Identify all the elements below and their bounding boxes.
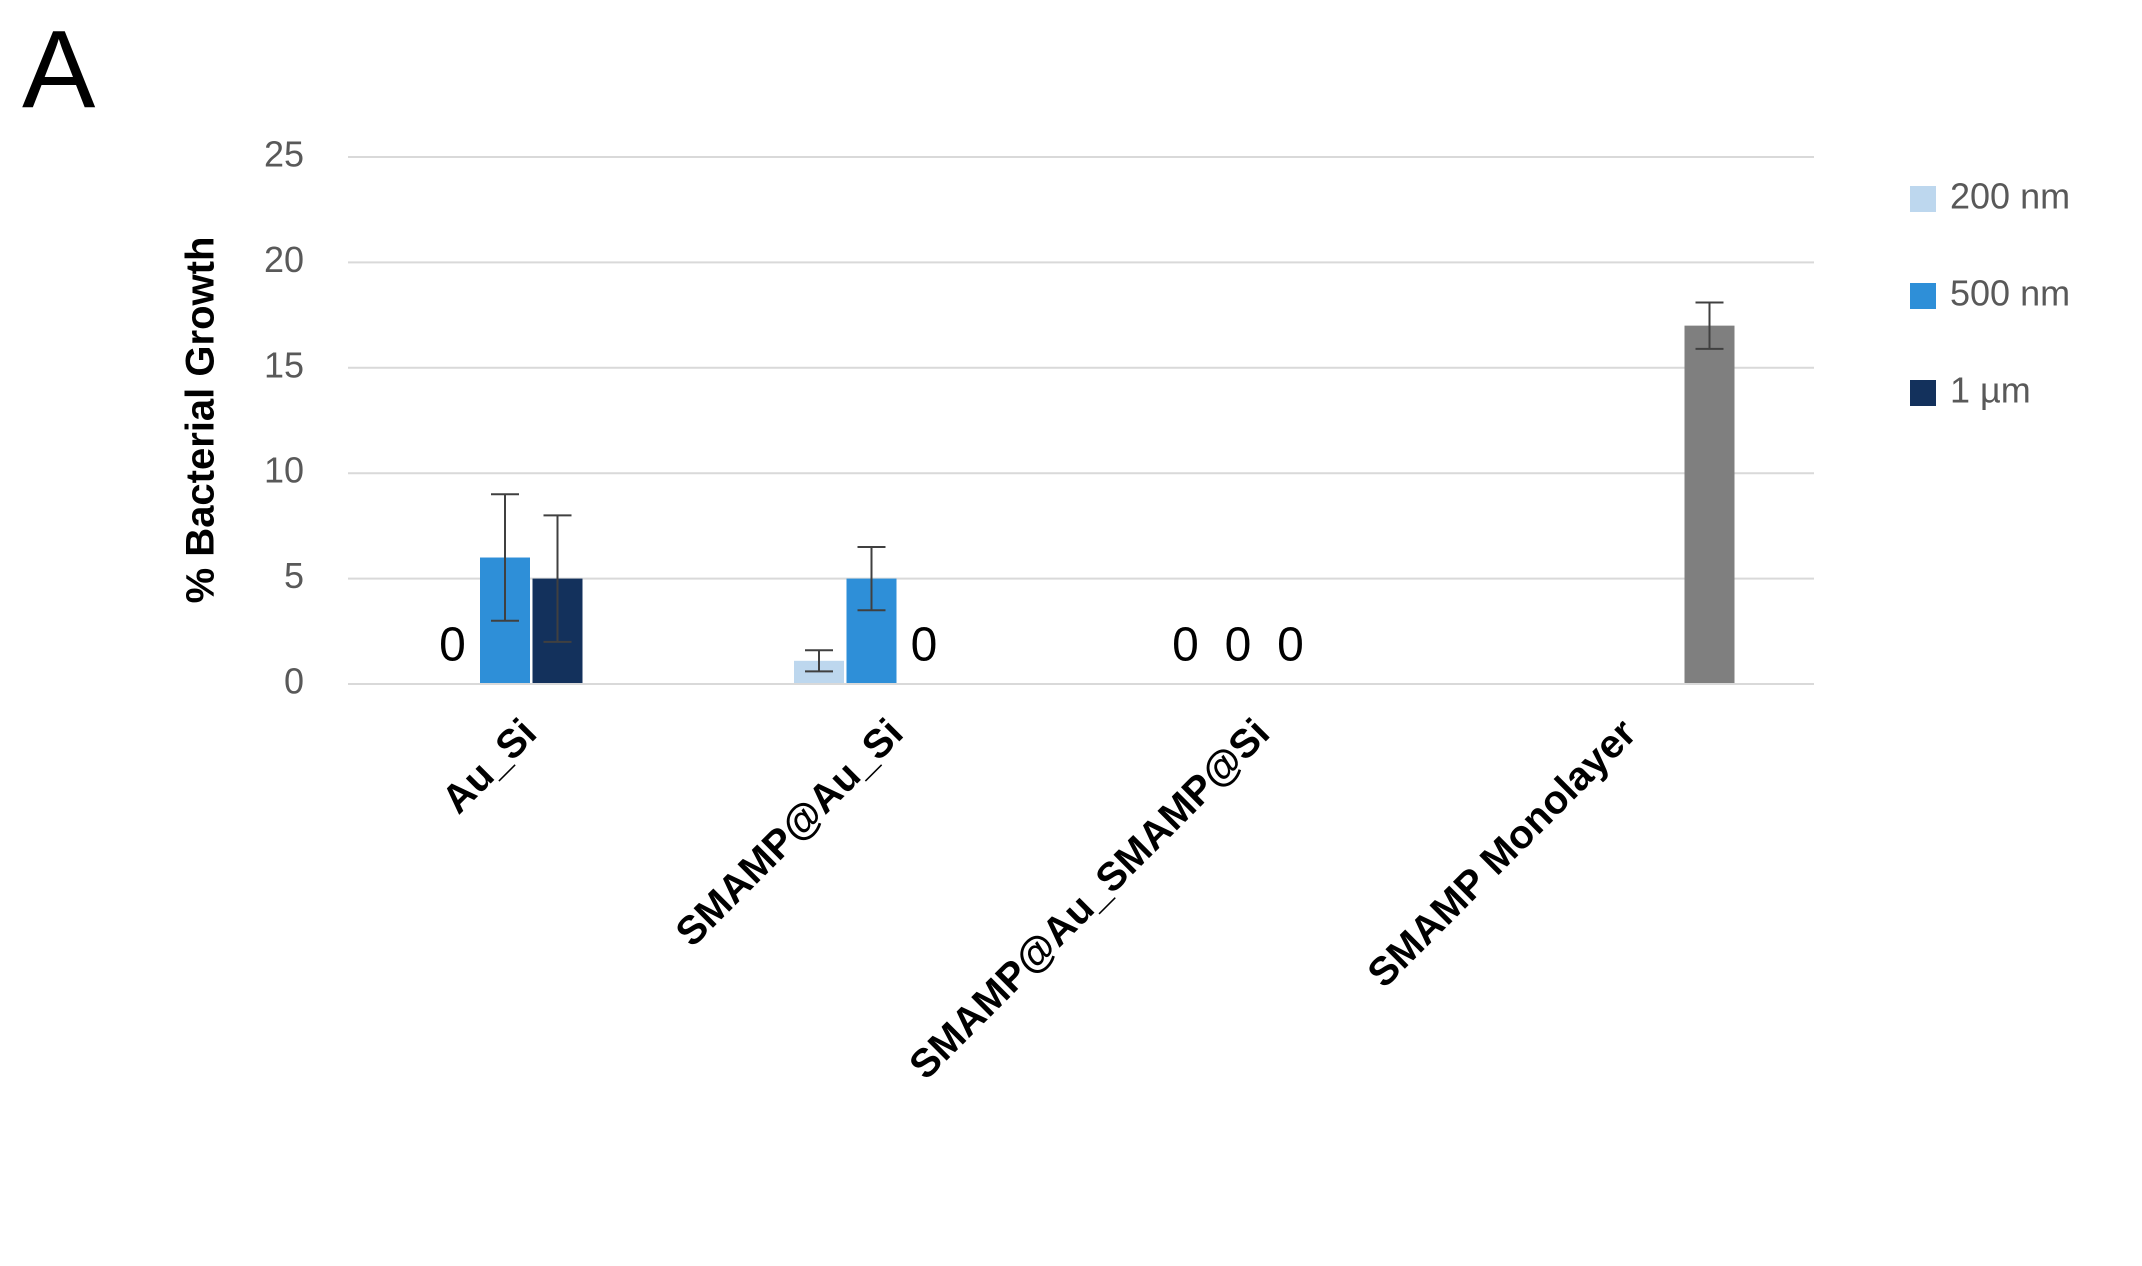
error-bar <box>543 514 572 643</box>
x-tick-label: Au_Si <box>434 711 545 822</box>
panel-label: A <box>22 8 96 131</box>
legend-swatch <box>1910 283 1936 309</box>
y-tick-label: 20 <box>264 239 304 280</box>
legend-label: 500 nm <box>1950 273 2070 314</box>
y-tick-label: 15 <box>264 344 304 385</box>
data-label: 0 <box>1277 619 1304 672</box>
y-tick-label: 5 <box>284 555 304 596</box>
y-axis-title: % Bacterial Growth <box>179 237 223 604</box>
data-label: 0 <box>439 619 466 672</box>
y-tick-label: 25 <box>264 134 304 175</box>
x-tick-label: SMAMP@Au_SMAMP@Si <box>901 711 1278 1088</box>
data-label: 0 <box>1172 619 1199 672</box>
error-bar <box>857 545 886 612</box>
y-tick-label: 0 <box>284 661 304 702</box>
legend-label: 200 nm <box>1950 176 2070 217</box>
x-tick-label: SMAMP@Au_Si <box>667 711 911 955</box>
legend-swatch <box>1910 380 1936 406</box>
data-label: 0 <box>1225 619 1252 672</box>
error-bar <box>1695 301 1724 350</box>
data-label: 0 <box>911 619 938 672</box>
legend-swatch <box>1910 186 1936 212</box>
legend-label: 1 µm <box>1950 370 2031 411</box>
bar <box>1684 325 1735 684</box>
x-tick-label: SMAMP Monolayer <box>1359 711 1644 996</box>
bar <box>794 660 844 684</box>
y-tick-label: 10 <box>264 450 304 491</box>
error-bar <box>805 649 833 673</box>
error-bar <box>491 493 519 622</box>
